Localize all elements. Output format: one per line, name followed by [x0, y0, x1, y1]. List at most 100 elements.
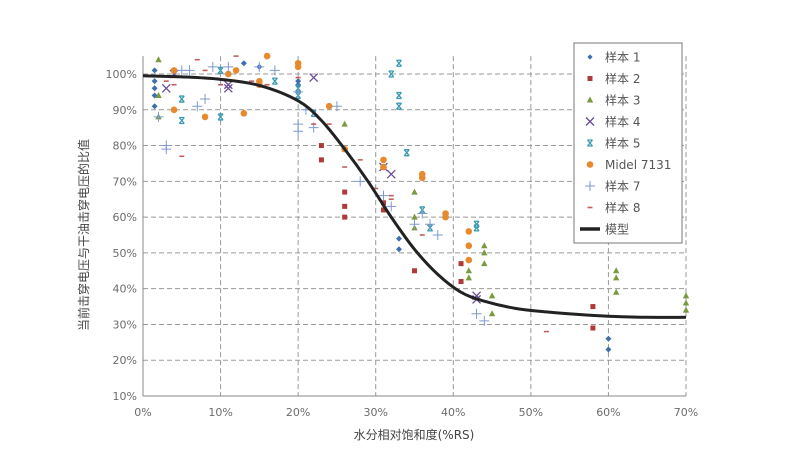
x-marker-icon: [223, 80, 233, 90]
plus-marker-icon: [293, 86, 304, 97]
triangle-marker-icon: [465, 267, 472, 274]
circle-marker-icon: [170, 106, 178, 114]
circle-marker-icon: [418, 174, 426, 182]
triangle-marker-icon: [481, 249, 488, 256]
asterisk-marker-icon: [217, 113, 224, 121]
triangle-marker-icon: [488, 310, 496, 317]
triangle-marker-icon: [155, 91, 162, 98]
x-tick-label: 10%: [208, 406, 232, 419]
square-marker-icon: [590, 304, 596, 310]
legend-item: 样本 4: [585, 114, 640, 129]
asterisk-marker-icon: [271, 77, 278, 85]
triangle-marker-icon: [682, 292, 690, 299]
triangle-marker-icon: [612, 267, 620, 274]
square-marker-icon: [458, 261, 464, 267]
legend-item: 样本 5: [587, 136, 640, 151]
square-marker-icon: [342, 203, 348, 209]
asterisk-marker-icon: [403, 149, 410, 157]
x-tick-label: 40%: [441, 406, 465, 419]
x-marker-icon: [161, 83, 171, 93]
square-marker-icon: [458, 279, 464, 285]
circle-marker-icon: [465, 242, 473, 250]
plus-marker-icon: [207, 61, 218, 72]
tick-labels: 10% 20% 30% 40% 50% 60% 70% 80% 90% 100% 0% 10% 20% 3…: [106, 68, 699, 419]
plus-marker-icon: [293, 126, 304, 137]
y-tick-label: 100%: [106, 68, 137, 81]
axes: [142, 56, 686, 397]
x-tick-label: 30%: [363, 406, 387, 419]
triangle-marker-icon: [465, 274, 472, 281]
plus-marker-icon: [184, 65, 195, 76]
square-marker-icon: [342, 214, 348, 220]
x-marker-icon: [223, 83, 233, 93]
triangle-marker-icon: [682, 299, 690, 306]
model-curve: [142, 74, 687, 319]
circle-marker-icon: [294, 63, 302, 71]
circle-marker-icon: [201, 113, 209, 121]
y-tick-label: 80%: [113, 140, 137, 153]
circle-marker-icon: [442, 213, 449, 221]
y-tick-label: 90%: [113, 104, 137, 117]
asterisk-marker-icon: [395, 59, 402, 67]
triangle-marker-icon: [411, 188, 418, 195]
diamond-marker-icon: [151, 103, 158, 110]
model-line: [142, 74, 687, 319]
legend-label: 样本 7: [605, 179, 640, 194]
asterisk-marker-icon: [473, 224, 480, 232]
plus-marker-icon: [417, 208, 428, 219]
y-axis-label: 当前击穿电压与干油击穿电压的比值: [76, 139, 91, 331]
legend-item: 样本 2: [587, 71, 640, 86]
legend-label: 样本 3: [605, 93, 640, 108]
y-tick-label: 10%: [113, 390, 137, 403]
triangle-marker-icon: [682, 306, 690, 313]
plus-marker-icon: [432, 230, 443, 240]
circle-marker-icon: [465, 228, 473, 235]
legend-label: 样本 2: [605, 71, 640, 86]
circle-marker-icon: [380, 163, 387, 171]
legend: 样本 1 样本 2 样本 3 样本 4 样本 5 Midel 7131 样本 7 样本 8 模型: [573, 42, 683, 244]
plus-marker-icon: [192, 101, 203, 112]
x-marker-icon: [309, 73, 319, 83]
triangle-marker-icon: [612, 274, 620, 281]
triangle-marker-icon: [411, 213, 418, 220]
diamond-marker-icon: [295, 78, 302, 85]
legend-label: 样本 4: [605, 114, 640, 129]
y-tick-label: 70%: [113, 175, 137, 188]
circle-marker-icon: [170, 67, 178, 74]
plus-marker-icon: [153, 111, 164, 122]
legend-label: 样本 1: [605, 50, 640, 65]
legend-item: 模型: [580, 223, 629, 237]
circle-marker-icon: [465, 256, 473, 264]
legend-item: 样本 8: [587, 200, 640, 215]
triangle-marker-icon: [488, 292, 496, 299]
series-样本-7: [153, 61, 490, 326]
asterisk-marker-icon: [388, 70, 395, 78]
diamond-marker-icon: [151, 67, 158, 74]
square-marker-icon: [342, 189, 348, 195]
plus-marker-icon: [269, 65, 280, 76]
asterisk-marker-icon: [587, 139, 593, 147]
diamond-marker-icon: [151, 78, 158, 85]
square-marker-icon: [318, 157, 324, 163]
y-tick-label: 60%: [113, 211, 137, 224]
x-tick-label: 20%: [286, 406, 310, 419]
square-marker-icon: [380, 207, 386, 213]
x-marker-icon: [585, 117, 595, 126]
y-tick-label: 30%: [113, 318, 137, 331]
plus-marker-icon: [479, 315, 490, 326]
legend-label: 样本 5: [605, 136, 640, 151]
asterisk-marker-icon: [178, 95, 185, 103]
plus-marker-icon: [585, 181, 595, 191]
plus-marker-icon: [254, 61, 265, 72]
plus-marker-icon: [425, 219, 436, 230]
x-axis-label: 水分相对饱和度(%RS): [354, 427, 475, 442]
y-tick-label: 40%: [113, 283, 137, 296]
triangle-marker-icon: [612, 288, 620, 295]
triangle-marker-icon: [481, 260, 488, 267]
x-tick-label: 60%: [596, 406, 620, 419]
circle-marker-icon: [225, 70, 232, 78]
circle-marker-icon: [586, 161, 594, 168]
diamond-marker-icon: [151, 85, 158, 92]
plus-marker-icon: [331, 101, 342, 112]
